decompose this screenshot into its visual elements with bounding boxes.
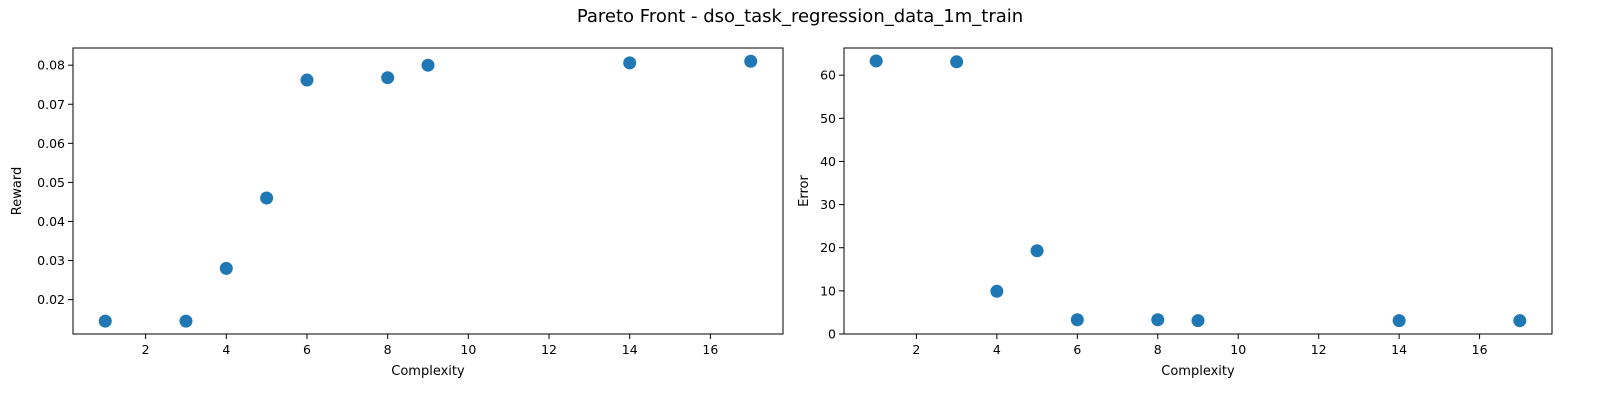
error-data-point <box>1392 314 1406 328</box>
figure-title: Pareto Front - dso_task_regression_data_… <box>577 6 1023 27</box>
error-y-tick-label: 40 <box>820 154 836 169</box>
error-data-point <box>1151 313 1165 327</box>
error-y-tick-label: 10 <box>820 283 836 298</box>
error-data-point <box>1030 244 1044 258</box>
reward-data-point <box>381 71 395 85</box>
reward-y-tick-label: 0.05 <box>37 175 65 190</box>
error-x-tick-label: 4 <box>993 342 1001 357</box>
reward-data-point <box>179 314 193 328</box>
reward-plot-frame <box>72 47 784 335</box>
error-x-tick-label: 14 <box>1391 342 1407 357</box>
error-y-tick-label: 0 <box>828 327 836 342</box>
error-data-point <box>950 55 964 69</box>
reward-y-tick-label: 0.04 <box>37 214 65 229</box>
reward-x-axis-label: Complexity <box>391 364 465 379</box>
error-data-point <box>1070 313 1084 327</box>
reward-x-tick-label: 10 <box>460 342 476 357</box>
reward-y-tick-label: 0.02 <box>37 292 65 307</box>
reward-y-tick-label: 0.08 <box>37 58 65 73</box>
reward-data-point <box>98 314 112 328</box>
reward-data-point <box>744 54 758 68</box>
reward-x-tick-label: 6 <box>303 342 311 357</box>
error-data-point <box>990 284 1004 298</box>
reward-x-tick-label: 4 <box>222 342 230 357</box>
error-y-tick-label: 50 <box>820 111 836 126</box>
reward-chart: 2 4 6 8 10 12 14 16 0.02 0.03 0.04 0.05 0.06 0.07 0.08… <box>10 47 784 379</box>
error-plot-frame <box>843 47 1553 335</box>
error-y-tick-label: 60 <box>820 68 836 83</box>
reward-y-axis-label: Reward <box>10 167 25 215</box>
reward-y-tick-label: 0.07 <box>37 97 65 112</box>
reward-data-point <box>300 73 314 87</box>
error-x-tick-label: 10 <box>1230 342 1246 357</box>
reward-x-tick-label: 12 <box>541 342 557 357</box>
reward-data-point <box>623 56 637 70</box>
reward-x-tick-label: 8 <box>384 342 392 357</box>
reward-data-point <box>219 261 233 275</box>
reward-x-tick-label: 2 <box>142 342 150 357</box>
reward-x-tick-label: 16 <box>702 342 718 357</box>
error-x-tick-label: 2 <box>912 342 920 357</box>
error-x-axis-label: Complexity <box>1161 364 1235 379</box>
error-y-axis-label: Error <box>797 175 812 207</box>
reward-y-tick-label: 0.06 <box>37 136 65 151</box>
error-data-point <box>1191 314 1205 328</box>
error-x-tick-label: 8 <box>1154 342 1162 357</box>
error-x-tick-label: 6 <box>1073 342 1081 357</box>
reward-data-point <box>421 58 435 72</box>
reward-y-tick-label: 0.03 <box>37 253 65 268</box>
error-data-point <box>1513 314 1527 328</box>
error-x-tick-label: 12 <box>1311 342 1327 357</box>
reward-data-point <box>260 191 274 205</box>
error-x-tick-label: 16 <box>1472 342 1488 357</box>
error-y-tick-label: 20 <box>820 240 836 255</box>
error-chart: 2 4 6 8 10 12 14 16 0 10 20 30 40 50 60 Complexity Error <box>797 47 1553 379</box>
error-y-tick-label: 30 <box>820 197 836 212</box>
reward-x-tick-label: 14 <box>622 342 638 357</box>
error-data-point <box>869 54 883 68</box>
